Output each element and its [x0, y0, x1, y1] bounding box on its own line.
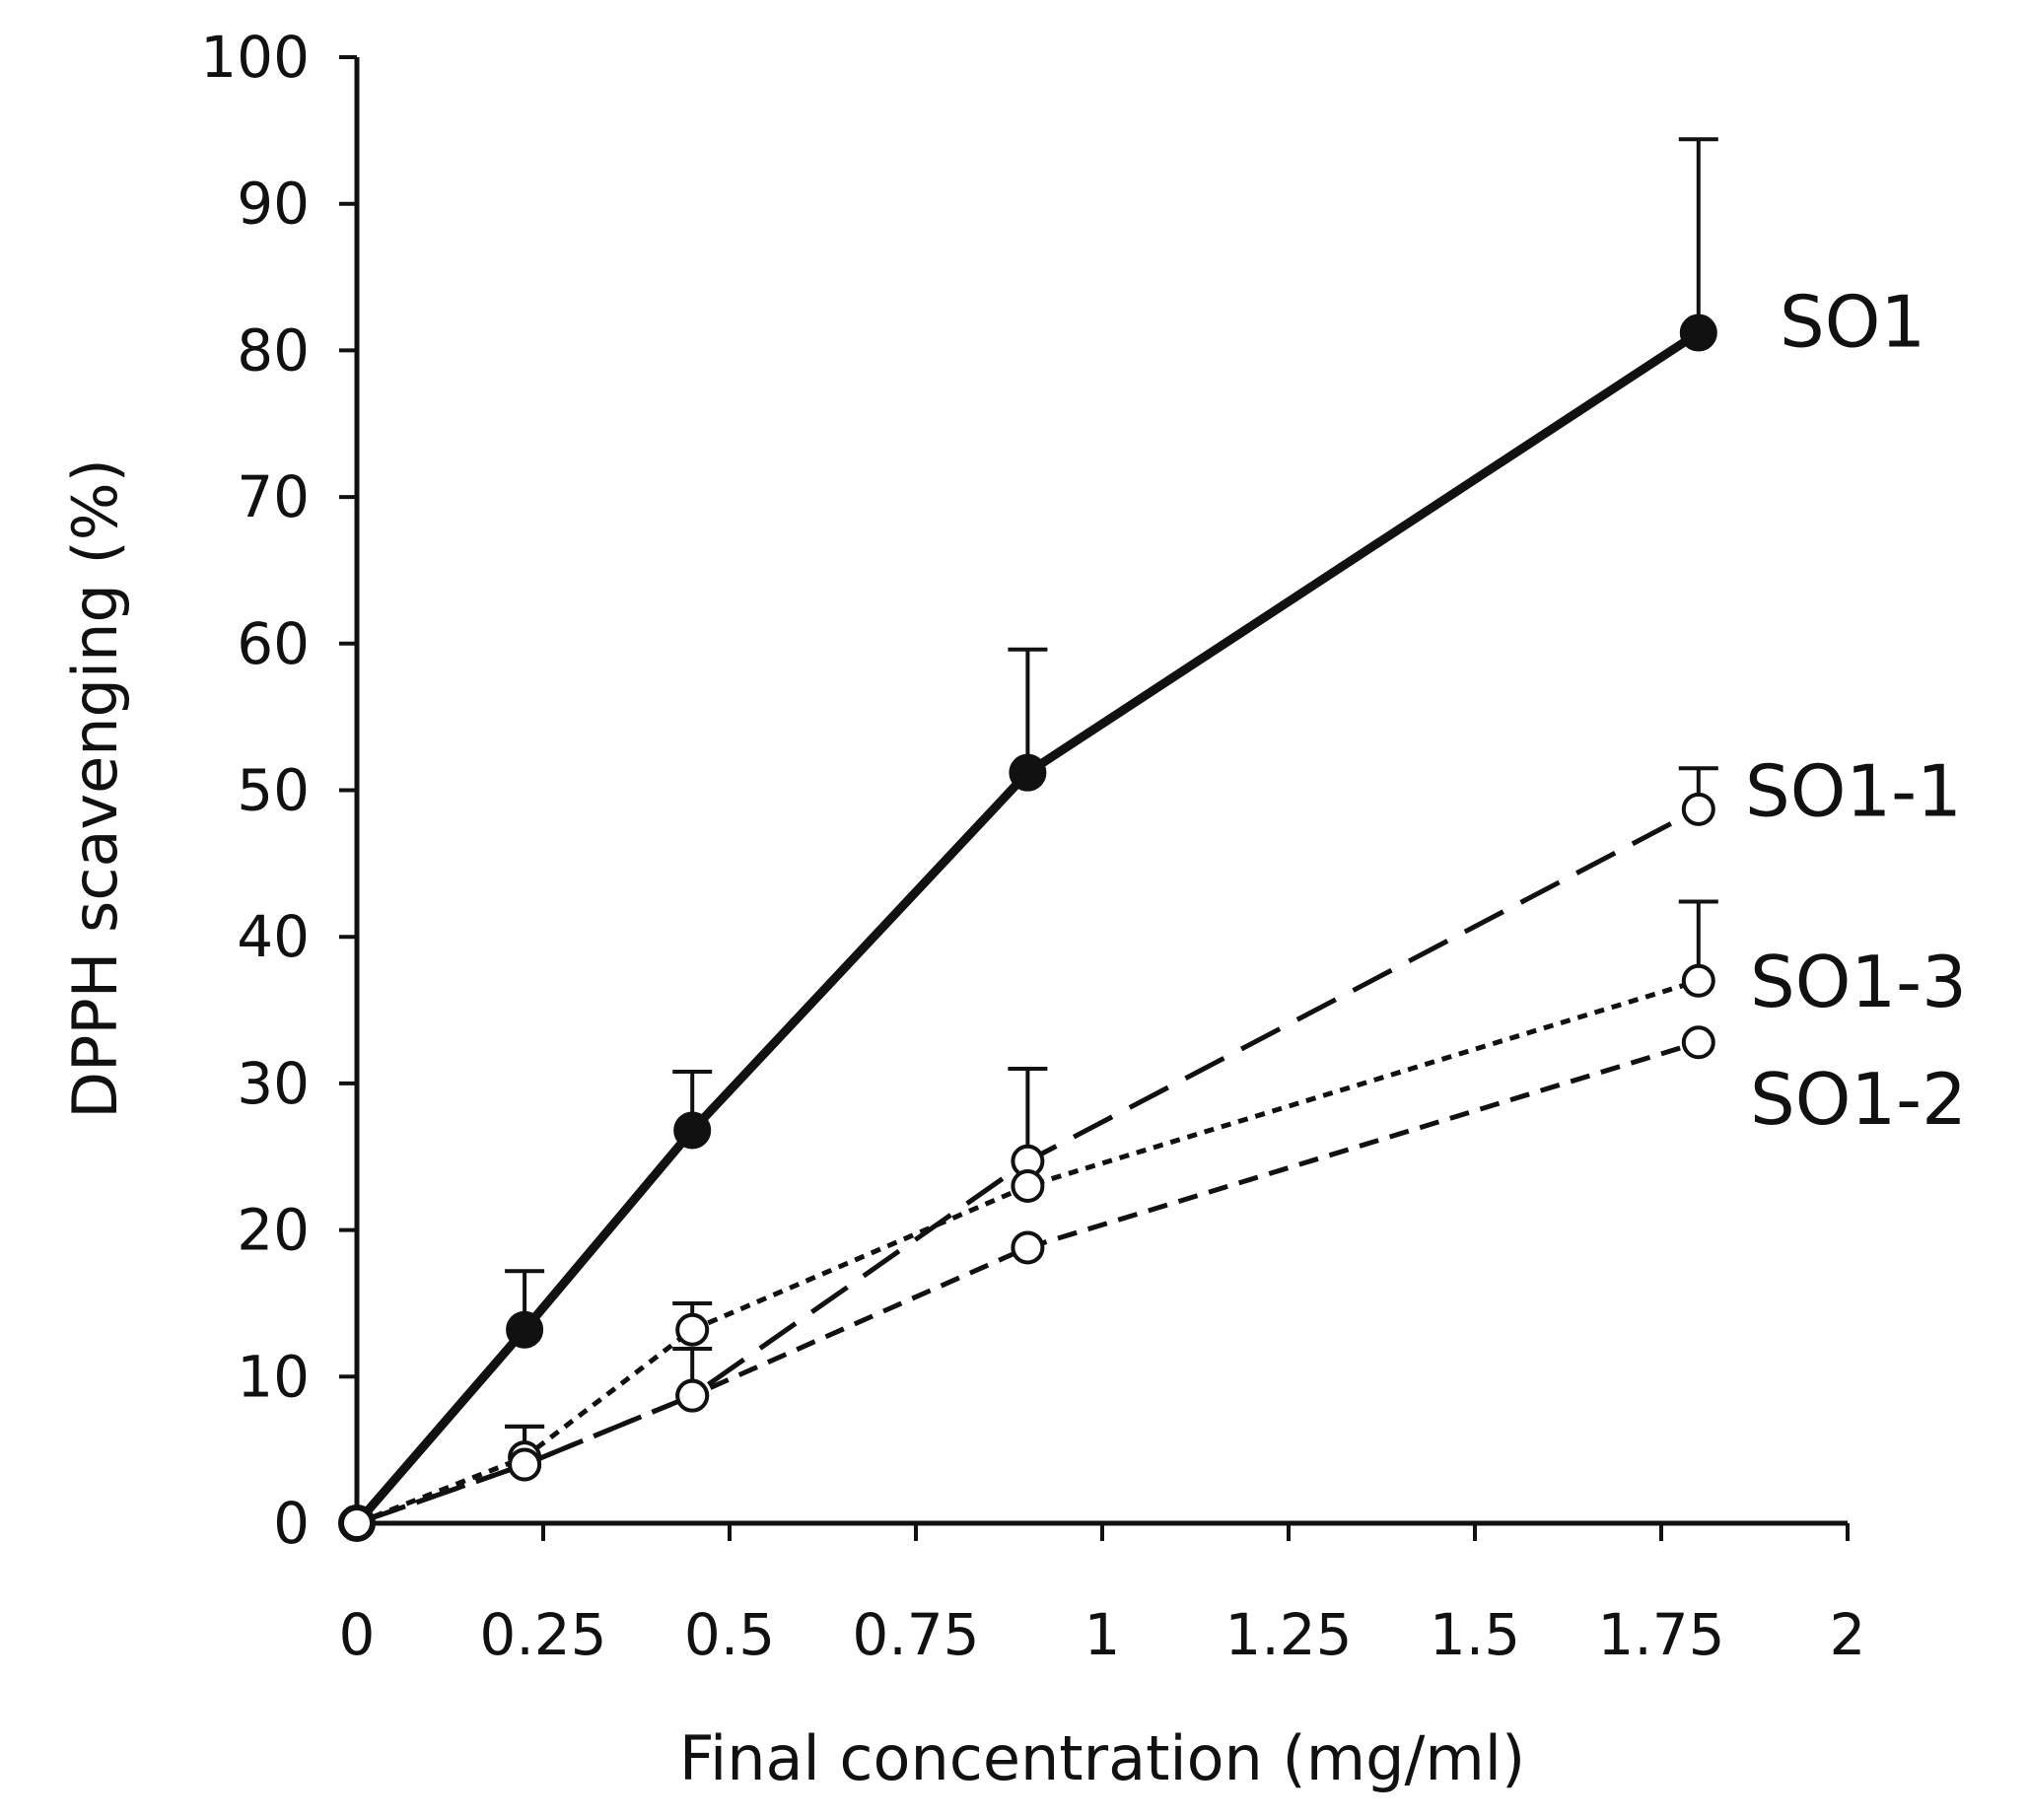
x-tick-label-0-25: 0.25	[479, 1601, 606, 1668]
marker-so1-2-3	[1011, 1230, 1045, 1265]
y-tick-label-70: 70	[237, 463, 310, 530]
y-axis-title: DPPH scavenging (%)	[59, 458, 131, 1119]
x-tick-label-2: 2	[1830, 1601, 1866, 1668]
marker-so1-3	[1009, 753, 1047, 792]
y-ticks: 0 10 20 30 40 50 60 70 80 90 100	[200, 24, 357, 1557]
y-tick-label-30: 30	[237, 1050, 310, 1117]
series-label-so1-2: SO1-2	[1750, 1058, 1967, 1141]
markers	[338, 314, 1717, 1542]
y-tick-label-80: 80	[237, 316, 310, 384]
marker-so1-1	[506, 1310, 544, 1349]
y-tick-label-40: 40	[237, 903, 310, 970]
marker-so1-3-3	[1011, 1168, 1045, 1203]
x-ticks: 0 0.25 0.5 0.75 1 1.25 1.5 1.75 2	[339, 1523, 1866, 1668]
x-tick-label-1-25: 1.25	[1224, 1601, 1352, 1668]
error-bars	[505, 137, 1718, 1465]
series-label-so1-1: SO1-1	[1745, 750, 1962, 833]
marker-so1-2-2	[675, 1378, 710, 1413]
series-label-so1-3: SO1-3	[1750, 941, 1967, 1023]
y-tick-label-50: 50	[237, 757, 310, 824]
x-tick-label-1: 1	[1084, 1601, 1121, 1668]
marker-so1-3-4	[1681, 963, 1715, 998]
x-tick-label-0-75: 0.75	[852, 1601, 979, 1668]
y-tick-label-100: 100	[200, 24, 310, 91]
marker-so1-1-4	[1681, 792, 1715, 826]
x-tick-label-0: 0	[339, 1601, 376, 1668]
marker-so1-3-2	[675, 1312, 710, 1347]
x-tick-label-0-5: 0.5	[684, 1601, 775, 1668]
marker-so1-2	[673, 1111, 712, 1150]
x-axis-title: Final concentration (mg/ml)	[679, 1722, 1525, 1794]
y-tick-label-20: 20	[237, 1197, 310, 1264]
marker-so1-4	[1679, 314, 1717, 352]
marker-so1-2-1	[508, 1447, 542, 1482]
y-tick-label-90: 90	[237, 171, 310, 238]
series-label-so1: SO1	[1780, 281, 1925, 364]
series-line-so1-1	[356, 806, 1700, 1526]
axes	[354, 57, 1848, 1526]
y-tick-label-10: 10	[237, 1343, 310, 1410]
y-tick-label-60: 60	[237, 610, 310, 677]
series-labels: SO1 SO1-1 SO1-3 SO1-2	[1745, 281, 1967, 1141]
marker-so1-2-4	[1681, 1025, 1715, 1060]
series-lines	[353, 328, 1702, 1526]
x-tick-label-1-5: 1.5	[1430, 1601, 1520, 1668]
x-tick-label-1-75: 1.75	[1597, 1601, 1724, 1668]
marker-so1-2-0	[340, 1506, 374, 1540]
series-line-so1	[353, 328, 1702, 1526]
y-tick-label-0: 0	[273, 1490, 310, 1557]
